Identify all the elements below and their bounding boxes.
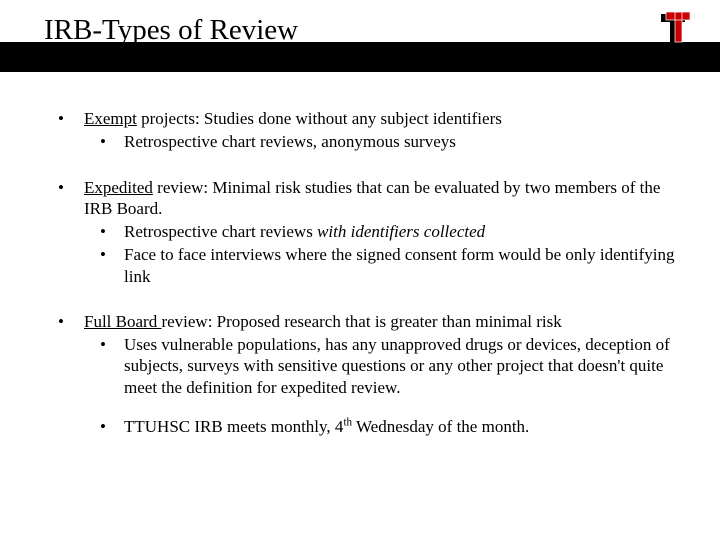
item-text: TTUHSC IRB meets monthly, 4th Wednesday … [124, 416, 680, 437]
bullet-icon: • [54, 311, 84, 332]
bullet-icon: • [98, 244, 124, 287]
logo-double-t [658, 10, 694, 52]
item-text: Face to face interviews where the signed… [124, 244, 680, 287]
list-item: • Full Board review: Proposed research t… [54, 311, 680, 332]
list-item: • Retrospective chart reviews, anonymous… [98, 131, 680, 152]
item-text: Exempt projects: Studies done without an… [84, 108, 680, 129]
list-item: • Face to face interviews where the sign… [98, 244, 680, 287]
item-text: Retrospective chart reviews, anonymous s… [124, 131, 680, 152]
list-item: • Expedited review: Minimal risk studies… [54, 177, 680, 220]
list-item: • Exempt projects: Studies done without … [54, 108, 680, 129]
item-text: Expedited review: Minimal risk studies t… [84, 177, 680, 220]
list-item: • TTUHSC IRB meets monthly, 4th Wednesda… [98, 416, 680, 437]
bullet-icon: • [98, 221, 124, 242]
item-text: Full Board review: Proposed research tha… [84, 311, 680, 332]
bullet-icon: • [54, 177, 84, 220]
list-item: • Retrospective chart reviews with ident… [98, 221, 680, 242]
content-area: • Exempt projects: Studies done without … [54, 108, 680, 439]
bullet-icon: • [54, 108, 84, 129]
list-item: • Uses vulnerable populations, has any u… [98, 334, 680, 398]
slide-title: IRB-Types of Review [44, 14, 298, 47]
bullet-icon: • [98, 131, 124, 152]
item-text: Uses vulnerable populations, has any una… [124, 334, 680, 398]
bullet-icon: • [98, 416, 124, 437]
item-text: Retrospective chart reviews with identif… [124, 221, 680, 242]
bullet-icon: • [98, 334, 124, 398]
